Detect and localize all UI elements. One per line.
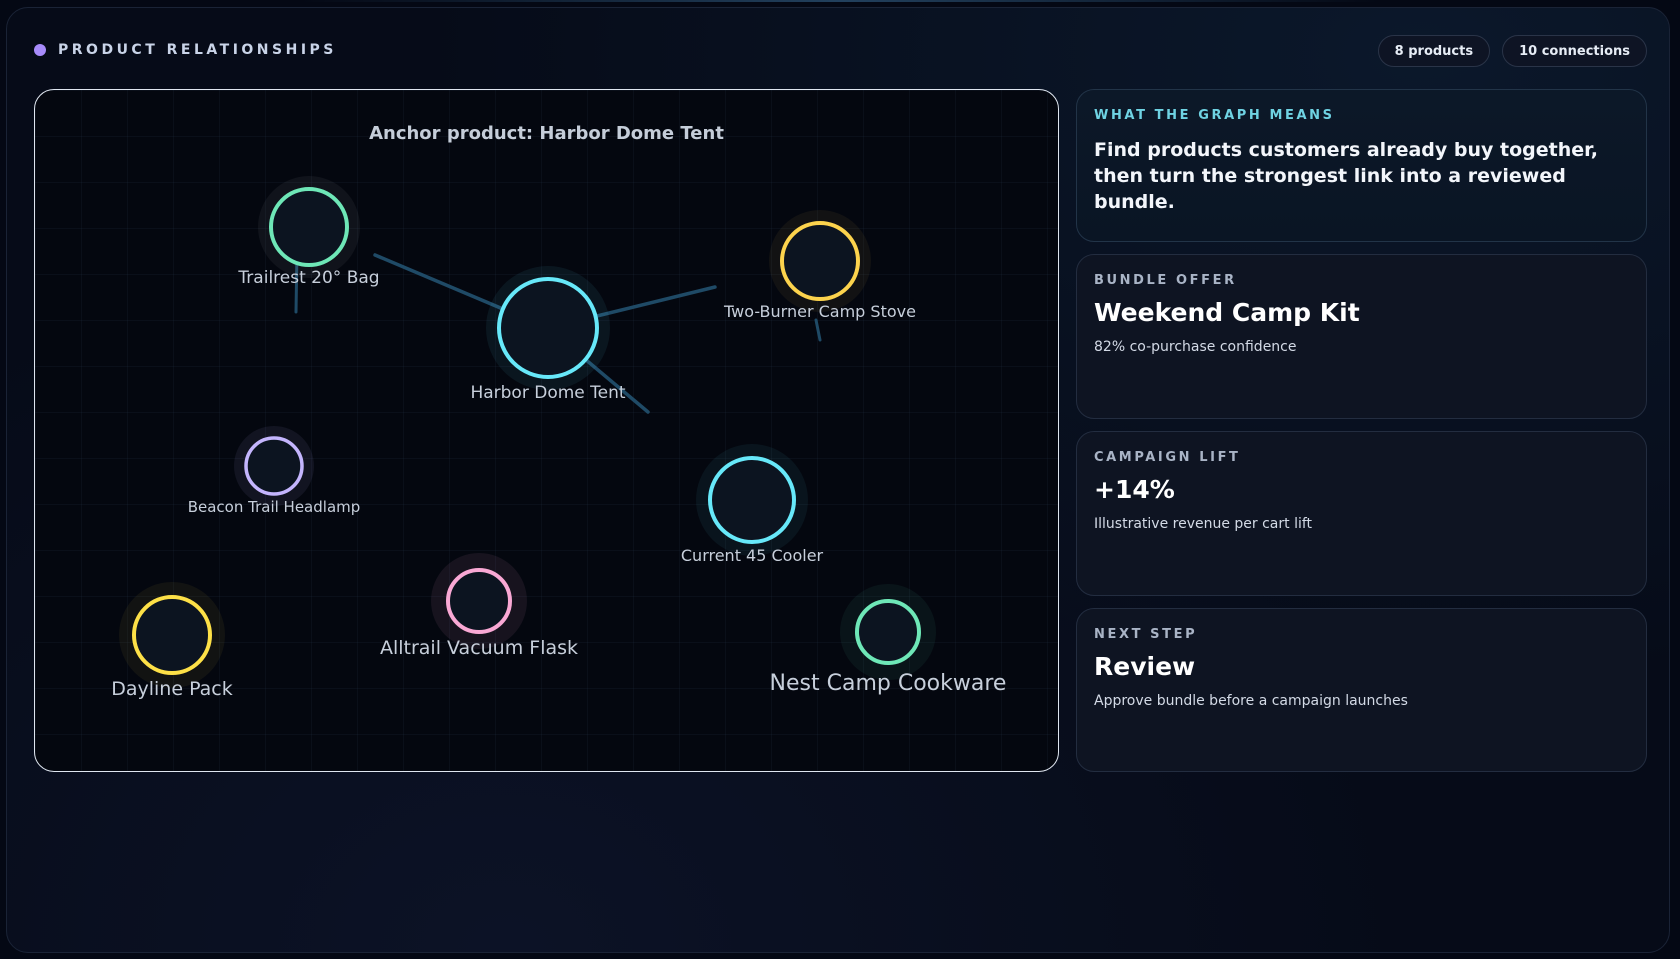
node-ring (855, 599, 921, 665)
node-label: Beacon Trail Headlamp (188, 498, 361, 516)
card-eyebrow: NEXT STEP (1094, 627, 1198, 642)
card-subtext: Approve bundle before a campaign launche… (1094, 693, 1408, 709)
products-count-pill[interactable]: 8 products (1377, 35, 1491, 67)
panel-header: PRODUCT RELATIONSHIPS (34, 40, 337, 60)
node-ring (780, 221, 860, 301)
card-headline: Review (1094, 652, 1196, 681)
card-eyebrow: BUNDLE OFFER (1094, 273, 1237, 288)
summary-pills: 8 products 10 connections (1377, 35, 1647, 67)
card-headline: Weekend Camp Kit (1094, 298, 1360, 327)
connections-count-pill[interactable]: 10 connections (1502, 35, 1647, 67)
next-step-card[interactable]: NEXT STEP Review Approve bundle before a… (1076, 608, 1647, 772)
graph-canvas: Trailrest 20° Bag Harbor Dome Tent Two-B… (111, 176, 1007, 700)
node-label: Dayline Pack (111, 678, 233, 700)
card-eyebrow: CAMPAIGN LIFT (1094, 450, 1241, 465)
top-glow (300, 0, 1380, 2)
card-headline: +14% (1094, 475, 1175, 504)
node-ring (497, 277, 599, 379)
node-label: Alltrail Vacuum Flask (380, 637, 578, 659)
node-label: Harbor Dome Tent (470, 383, 625, 403)
node-current-45-cooler[interactable]: Current 45 Cooler (681, 444, 824, 565)
node-label: Trailrest 20° Bag (237, 268, 379, 288)
card-body-text: Find products customers already buy toge… (1094, 139, 1598, 213)
relationship-graph[interactable]: Anchor product: Harbor Dome Tent Trailre… (34, 89, 1059, 772)
node-ring (446, 568, 512, 634)
graph-meaning-card: WHAT THE GRAPH MEANS Find products custo… (1076, 89, 1647, 242)
node-ring (132, 595, 212, 675)
anchor-product-title: Anchor product: Harbor Dome Tent (369, 123, 724, 144)
node-two-burner-camp-stove[interactable]: Two-Burner Camp Stove (723, 210, 916, 321)
node-label: Nest Camp Cookware (770, 671, 1007, 696)
edge-stove-stub (814, 318, 822, 342)
node-ring (708, 456, 796, 544)
node-alltrail-vacuum-flask[interactable]: Alltrail Vacuum Flask (380, 553, 578, 659)
campaign-lift-card[interactable]: CAMPAIGN LIFT +14% Illustrative revenue … (1076, 431, 1647, 596)
status-dot (34, 44, 46, 56)
bundle-offer-card[interactable]: BUNDLE OFFER Weekend Camp Kit 82% co-pur… (1076, 254, 1647, 419)
node-dayline-pack[interactable]: Dayline Pack (111, 582, 233, 700)
node-ring (269, 187, 349, 267)
node-ring (244, 436, 304, 496)
node-label: Two-Burner Camp Stove (723, 302, 916, 321)
card-eyebrow: WHAT THE GRAPH MEANS (1094, 108, 1335, 123)
node-trailrest-bag[interactable]: Trailrest 20° Bag (237, 176, 380, 288)
card-subtext: 82% co-purchase confidence (1094, 339, 1297, 355)
node-beacon-trail-headlamp[interactable]: Beacon Trail Headlamp (188, 426, 361, 516)
node-nest-camp-cookware[interactable]: Nest Camp Cookware (770, 584, 1007, 696)
panel-title: PRODUCT RELATIONSHIPS (58, 42, 337, 58)
card-subtext: Illustrative revenue per cart lift (1094, 516, 1313, 532)
node-harbor-dome-tent[interactable]: Harbor Dome Tent (470, 266, 626, 403)
node-label: Current 45 Cooler (681, 546, 824, 565)
